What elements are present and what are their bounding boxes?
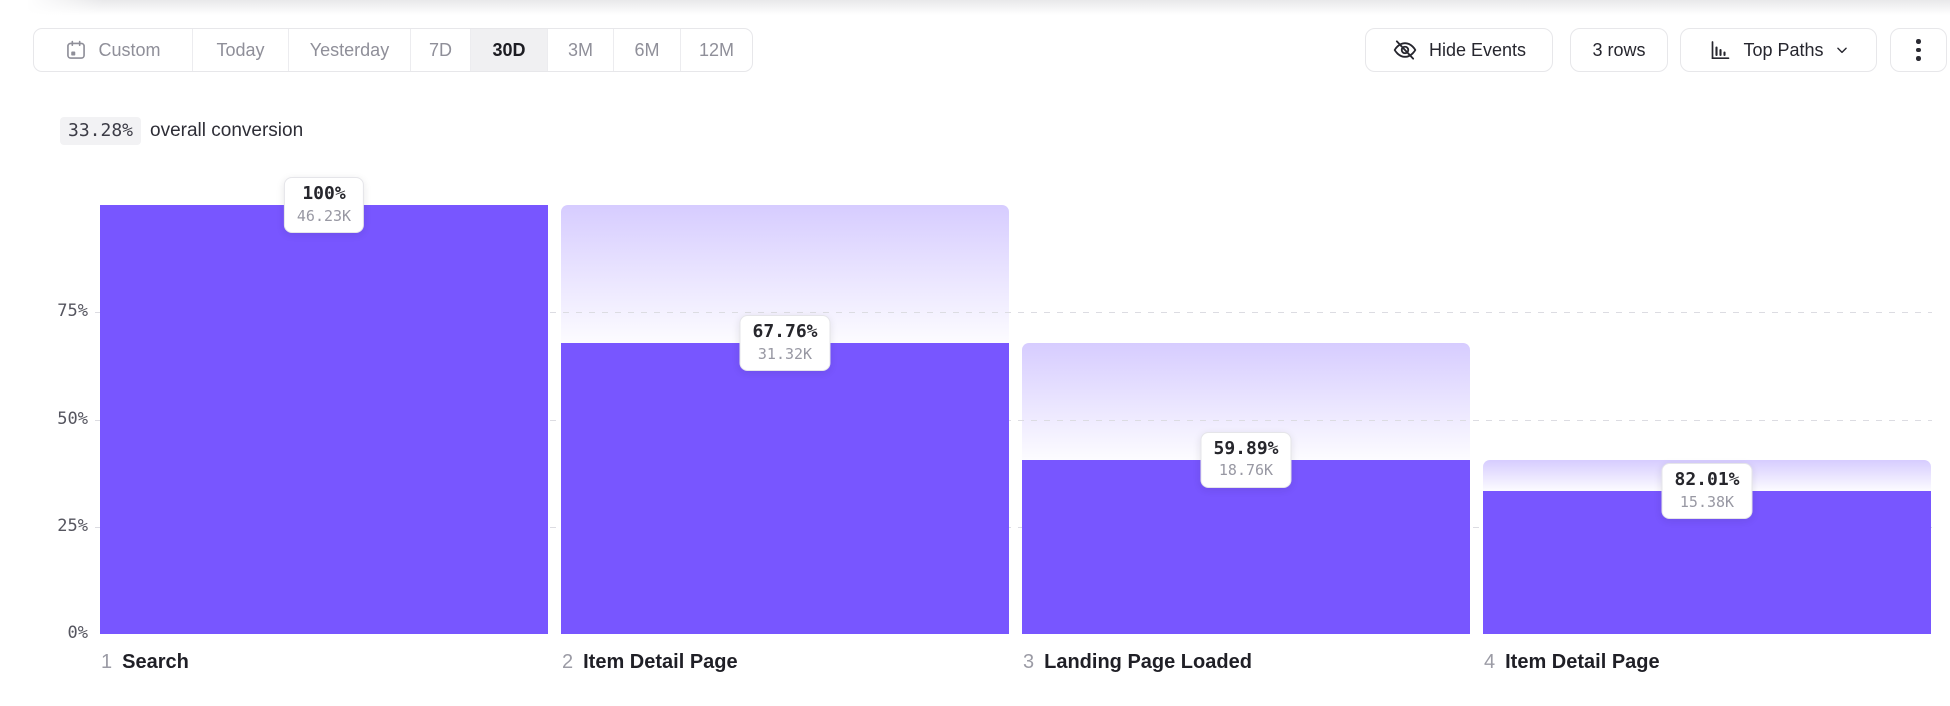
date-range-option-custom[interactable]: Custom bbox=[34, 29, 193, 71]
y-axis-tick-label: 75% bbox=[57, 301, 88, 322]
conversion-percent: 82.01% bbox=[1674, 469, 1740, 491]
date-range-option-label: Custom bbox=[98, 39, 161, 60]
funnel-step-label: 4 Item Detail Page bbox=[1484, 651, 1660, 674]
funnel-step-name: Item Detail Page bbox=[1505, 651, 1660, 673]
date-range-option-label: 6M bbox=[634, 39, 660, 60]
funnel-value-label: 67.76% 31.32K bbox=[739, 315, 831, 372]
funnel-step-label: 2 Item Detail Page bbox=[562, 651, 738, 674]
conversion-count: 31.32K bbox=[757, 344, 813, 363]
funnel-step-column: 67.76% 31.32K bbox=[561, 205, 1009, 634]
overall-conversion-value: 33.28% bbox=[60, 117, 142, 145]
rows-button[interactable]: 3 rows bbox=[1570, 28, 1668, 72]
rows-label: 3 rows bbox=[1592, 39, 1646, 60]
gridline-25% bbox=[95, 526, 1932, 528]
conversion-count: 18.76K bbox=[1218, 461, 1274, 480]
date-range-option-label: 30D bbox=[492, 39, 526, 60]
funnel-step-number: 4 bbox=[1484, 651, 1496, 673]
funnel-step-column: 59.89% 18.76K bbox=[1022, 205, 1470, 634]
date-range-option-today[interactable]: Today bbox=[193, 29, 289, 71]
date-range-option-label: Today bbox=[216, 39, 265, 60]
eye-off-icon bbox=[1392, 37, 1418, 63]
date-range-option-30d[interactable]: 30D bbox=[471, 29, 548, 71]
funnel-value-label: 100% 46.23K bbox=[283, 177, 365, 233]
date-range-option-yesterday[interactable]: Yesterday bbox=[289, 29, 411, 71]
hide-events-button[interactable]: Hide Events bbox=[1365, 28, 1553, 72]
gridline-50% bbox=[95, 419, 1932, 421]
y-axis-tick-label: 50% bbox=[57, 408, 88, 429]
conversion-percent: 59.89% bbox=[1213, 437, 1279, 459]
kebab-menu-icon bbox=[1916, 39, 1921, 61]
funnel-step-name: Search bbox=[122, 651, 189, 673]
date-range-segmented-control: Custom Today Yesterday 7D 30D 3M 6M 12M bbox=[33, 28, 753, 72]
funnel-bar[interactable] bbox=[561, 343, 1009, 634]
date-range-option-label: 12M bbox=[698, 39, 734, 60]
overall-conversion-summary: 33.28% overall conversion bbox=[60, 117, 303, 145]
top-scroll-shadow bbox=[0, 0, 1950, 15]
funnel-value-label: 82.01% 15.38K bbox=[1661, 463, 1753, 520]
hide-events-label: Hide Events bbox=[1428, 39, 1527, 60]
view-mode-button[interactable]: Top Paths bbox=[1680, 28, 1877, 72]
funnel-bar[interactable] bbox=[1022, 459, 1470, 634]
date-range-option-label: 3M bbox=[567, 39, 593, 60]
funnel-step-label: 3 Landing Page Loaded bbox=[1023, 651, 1252, 674]
overall-conversion-text: overall conversion bbox=[150, 120, 304, 141]
date-range-option-3m[interactable]: 3M bbox=[548, 29, 614, 71]
date-range-option-label: Yesterday bbox=[309, 39, 390, 60]
date-range-option-label: 7D bbox=[428, 39, 452, 60]
conversion-percent: 100% bbox=[302, 183, 346, 204]
funnel-step-name: Landing Page Loaded bbox=[1044, 651, 1252, 673]
funnel-step-number: 1 bbox=[101, 651, 113, 673]
funnel-bar[interactable] bbox=[100, 205, 548, 634]
date-range-option-12m[interactable]: 12M bbox=[681, 29, 752, 71]
funnel-step-label: 1 Search bbox=[101, 651, 189, 674]
bar-chart-icon bbox=[1708, 38, 1732, 62]
y-axis-tick-label: 0% bbox=[67, 623, 88, 643]
conversion-count: 15.38K bbox=[1679, 492, 1735, 511]
funnel-step-column: 100% 46.23K bbox=[100, 177, 548, 634]
view-mode-label: Top Paths bbox=[1743, 39, 1824, 60]
conversion-count: 46.23K bbox=[296, 206, 352, 225]
date-range-option-7d[interactable]: 7D bbox=[411, 29, 471, 71]
conversion-percent: 67.76% bbox=[752, 321, 818, 343]
date-range-option-6m[interactable]: 6M bbox=[614, 29, 681, 71]
chevron-down-icon bbox=[1835, 43, 1849, 57]
funnel-step-column: 82.01% 15.38K bbox=[1483, 205, 1931, 634]
funnel-step-number: 2 bbox=[562, 651, 574, 673]
funnel-step-number: 3 bbox=[1023, 651, 1035, 673]
funnel-chart: 100% 46.23K 67.76% 31.32K 59.89% 18.76K … bbox=[95, 177, 1932, 634]
funnel-value-label: 59.89% 18.76K bbox=[1200, 431, 1292, 488]
calendar-icon bbox=[65, 39, 87, 61]
funnel-step-name: Item Detail Page bbox=[583, 651, 738, 673]
top-scroll-shadow-fade bbox=[0, 0, 120, 15]
y-axis-tick-label: 25% bbox=[57, 515, 88, 536]
gridline-75% bbox=[95, 312, 1932, 314]
overflow-menu-button[interactable] bbox=[1890, 28, 1947, 72]
